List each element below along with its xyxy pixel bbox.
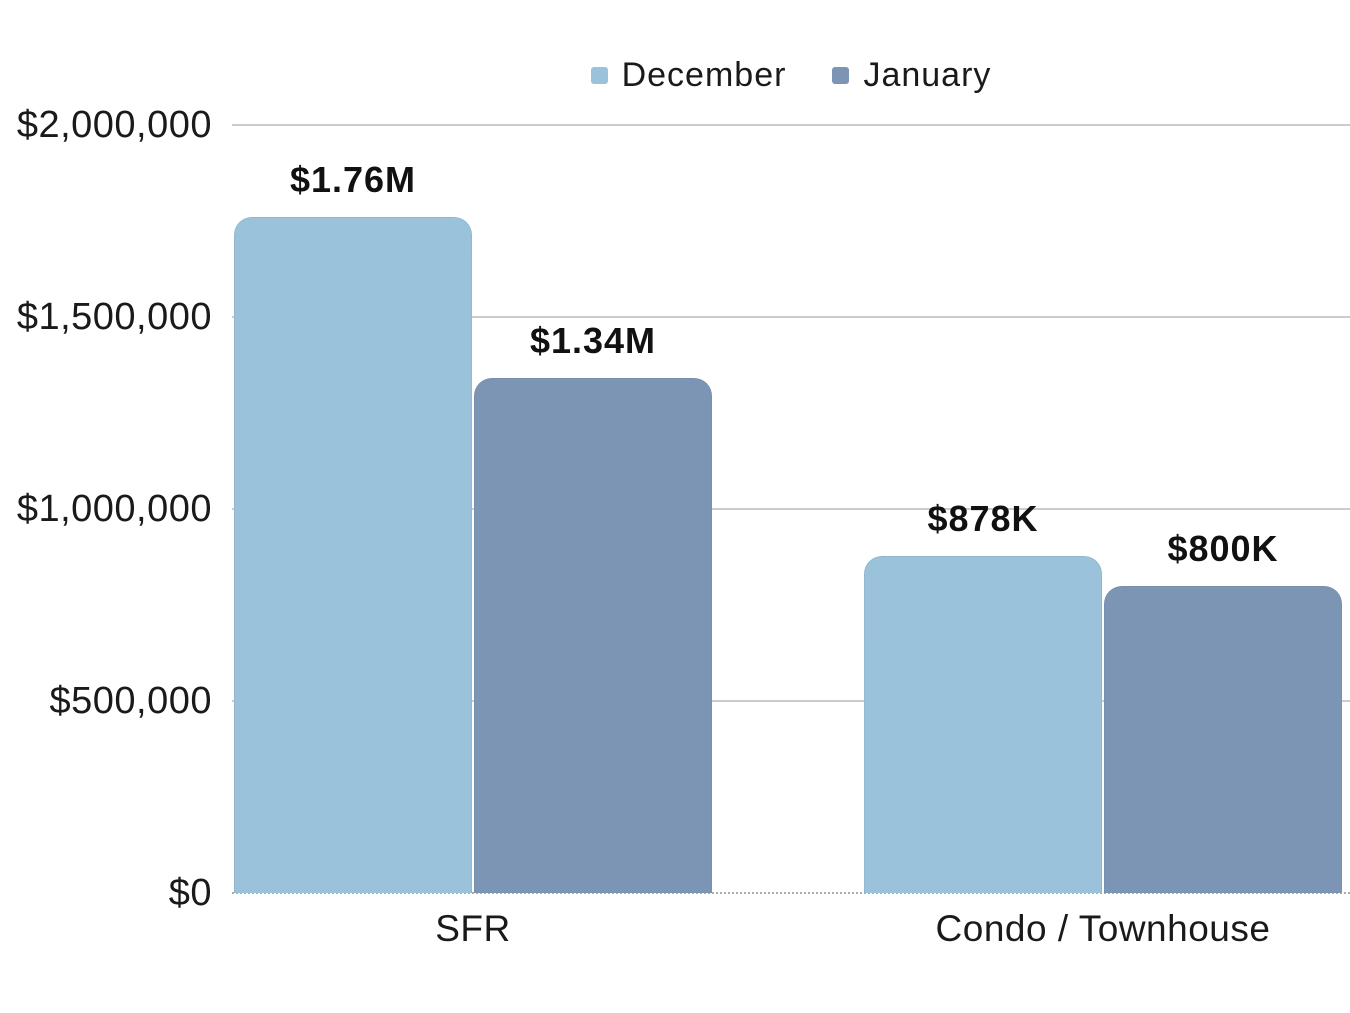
bar-value-label: $1.76M xyxy=(289,159,417,201)
gridline-1500000 xyxy=(232,316,1350,318)
y-axis-tick-label: $2,000,000 xyxy=(16,104,212,146)
gridline-500000 xyxy=(232,700,1350,702)
y-axis-tick-label: $0 xyxy=(168,872,212,914)
gridline-1000000 xyxy=(232,508,1350,510)
y-axis-tick-label: $500,000 xyxy=(49,680,212,722)
bar-december-condo-townhouse xyxy=(864,555,1102,893)
legend-swatch-december-icon xyxy=(590,67,608,84)
x-axis-label-sfr: SFR xyxy=(435,908,511,949)
legend-label-december: December xyxy=(621,56,787,94)
legend-label-january: January xyxy=(863,56,992,94)
x-axis-label-condo-townhouse: Condo / Townhouse xyxy=(935,908,1271,949)
legend-item-december: December xyxy=(590,56,787,95)
chart-legend: December January xyxy=(232,56,1350,95)
y-axis-tick-label: $1,500,000 xyxy=(16,296,212,338)
bar-value-label: $800K xyxy=(1167,527,1279,569)
legend-swatch-january-icon xyxy=(832,67,850,84)
bar-december-sfr xyxy=(234,217,472,893)
y-axis-tick-label: $1,000,000 xyxy=(16,488,212,530)
bar-value-label: $1.34M xyxy=(529,320,657,362)
legend-item-january: January xyxy=(832,56,991,95)
bar-value-label: $878K xyxy=(927,497,1039,539)
gridline-0 xyxy=(232,892,1350,894)
bar-january-sfr xyxy=(474,378,712,893)
gridline-2000000 xyxy=(232,124,1350,126)
bar-january-condo-townhouse xyxy=(1104,585,1342,893)
